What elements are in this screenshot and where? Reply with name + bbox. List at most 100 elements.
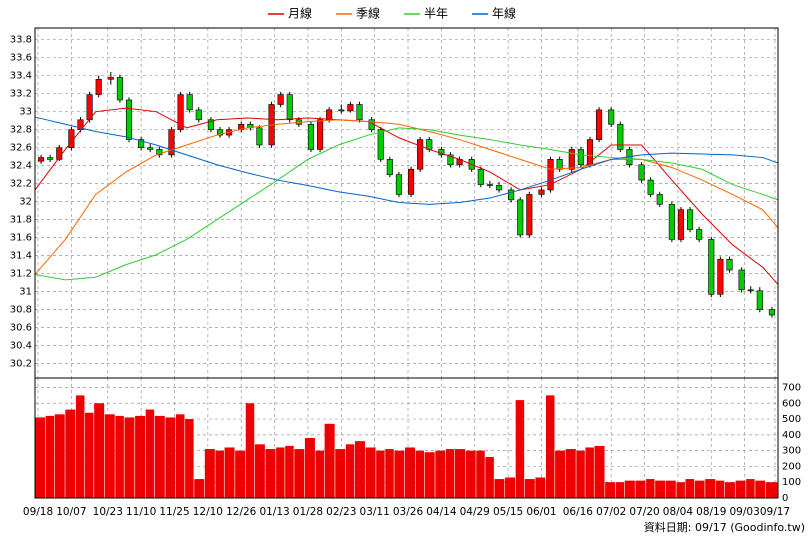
y-tick-label: 33 — [19, 107, 32, 118]
volume-bar — [615, 482, 625, 498]
candle-body — [608, 109, 615, 125]
volume-bar — [385, 449, 394, 498]
legend-label: 季線 — [356, 6, 380, 21]
x-tick-label: 07/02 — [596, 506, 626, 518]
candle-body — [687, 209, 694, 230]
candle-body — [517, 199, 524, 236]
y-tick-label: 31.2 — [10, 269, 32, 280]
x-tick-label: 06/01 — [526, 506, 556, 518]
x-tick-label: 12/10 — [193, 506, 223, 518]
volume-bar — [755, 480, 766, 498]
volume-bar — [724, 482, 735, 498]
candle-body — [386, 159, 393, 175]
y-tick-label: 100 — [782, 477, 801, 488]
x-tick-label: 10/07 — [56, 506, 86, 518]
volume-bar — [705, 479, 716, 498]
x-tick-label: 03/26 — [393, 506, 424, 518]
y-tick-label: 32 — [19, 197, 32, 208]
volume-bar — [485, 456, 494, 498]
volume-bar — [224, 447, 235, 498]
volume-bar — [635, 480, 646, 498]
candle-body — [738, 269, 745, 291]
x-tick-label: 05/15 — [493, 506, 523, 518]
candle-body — [547, 159, 554, 191]
footnote: 資料日期: 09/17 (Goodinfo.tw) — [644, 520, 805, 534]
y-tick-label: 500 — [782, 414, 801, 425]
volume-bar — [676, 482, 685, 498]
y-tick-label: 32.4 — [10, 161, 32, 172]
candle-body — [177, 94, 184, 130]
x-tick-label: 01/13 — [259, 506, 289, 518]
volume-bar — [124, 417, 135, 498]
candle-body — [696, 229, 703, 240]
y-tick-label: 200 — [782, 461, 801, 472]
candle-body — [156, 149, 163, 156]
candle-body — [495, 185, 503, 191]
volume-bar — [354, 441, 365, 498]
volume-bar — [585, 447, 594, 498]
y-tick-label: 30.4 — [10, 341, 32, 352]
x-tick-label: 11/25 — [159, 506, 189, 518]
candle-body — [256, 127, 263, 146]
volume-bar — [145, 409, 155, 498]
volume-bar — [35, 417, 46, 498]
y-tick-label: 33.2 — [10, 89, 32, 100]
volume-bar — [365, 447, 376, 498]
volume-bar — [75, 395, 85, 498]
candle-body — [125, 99, 133, 140]
candle-body — [277, 94, 284, 105]
volume-bar — [185, 419, 194, 498]
volume-bar — [694, 480, 705, 498]
candle-body — [186, 94, 193, 111]
y-tick-label: 600 — [782, 398, 801, 409]
y-tick-label: 30.6 — [10, 323, 32, 334]
x-tick-label: 07/20 — [629, 506, 659, 518]
grid — [35, 28, 778, 499]
volume-bar — [624, 480, 635, 498]
candle-body — [168, 129, 175, 156]
volume-bar — [285, 445, 294, 498]
y-tick-label: 31.6 — [10, 233, 32, 244]
volume-bar — [304, 438, 315, 498]
candle-body — [668, 204, 675, 240]
volume-bar — [115, 415, 124, 498]
y-tick-label: 31 — [19, 287, 32, 298]
volume-bar — [315, 450, 325, 498]
volume-bar — [135, 415, 146, 498]
candle-body — [726, 258, 733, 271]
volume-bar — [404, 447, 415, 498]
candle-body — [477, 168, 484, 185]
volume-bar — [515, 400, 525, 498]
y-tick-label: 700 — [782, 382, 801, 393]
volume-bar — [494, 479, 505, 498]
volume-bar — [555, 450, 566, 498]
x-tick-label: 08/19 — [696, 506, 726, 518]
marks — [34, 72, 779, 498]
candle-body — [38, 157, 45, 162]
y-tick-label: 31.4 — [10, 251, 32, 262]
volume-bar — [535, 477, 546, 498]
volume-bar — [104, 414, 115, 498]
x-tick-label: 11/10 — [126, 506, 156, 518]
candle-body — [638, 164, 645, 181]
candle-body — [95, 78, 102, 95]
x-tick-label: 04/29 — [460, 506, 490, 518]
x-tick-label: 06/16 — [563, 506, 594, 518]
volume-bar — [715, 480, 725, 498]
volume-bar — [324, 423, 335, 498]
candle-body — [216, 129, 224, 136]
volume-bar — [576, 450, 585, 498]
y-tick-label: 31.8 — [10, 215, 32, 226]
volume-bar — [45, 415, 55, 498]
labels: 30.2 30.4 30.6 30.8 31 31.2 31.4 31.6 31.8 32 32.2… — [10, 6, 801, 519]
candle-body — [207, 119, 214, 130]
candle-body — [526, 194, 533, 236]
y-tick-label: 33.8 — [10, 35, 32, 46]
legend-label: 半年 — [424, 7, 448, 21]
candle-body — [395, 174, 402, 195]
volume-bar — [685, 479, 695, 498]
candle-body — [347, 104, 354, 112]
volume-bar — [345, 444, 355, 498]
